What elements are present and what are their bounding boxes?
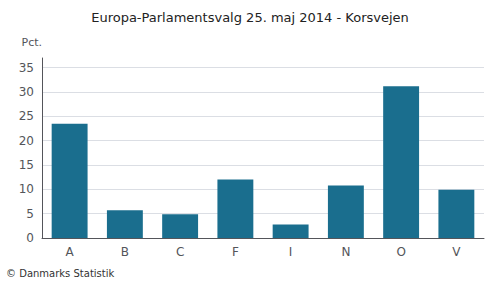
svg-text:C: C [176,245,184,259]
svg-text:30: 30 [19,85,34,99]
svg-text:B: B [121,245,129,259]
svg-text:© Danmarks Statistik: © Danmarks Statistik [6,268,115,279]
svg-text:5: 5 [26,207,34,221]
svg-text:Europa-Parlamentsvalg 25. maj: Europa-Parlamentsvalg 25. maj 2014 - Kor… [91,10,409,25]
svg-text:F: F [232,245,239,259]
svg-text:O: O [396,245,405,259]
svg-text:I: I [289,245,293,259]
svg-text:25: 25 [19,109,34,123]
svg-text:N: N [341,245,350,259]
svg-text:20: 20 [19,134,34,148]
svg-text:15: 15 [19,158,34,172]
svg-text:V: V [452,245,461,259]
svg-text:A: A [66,245,75,259]
svg-text:10: 10 [19,182,34,196]
svg-text:35: 35 [19,61,34,75]
svg-text:Pct.: Pct. [22,36,43,49]
svg-text:0: 0 [26,231,34,245]
